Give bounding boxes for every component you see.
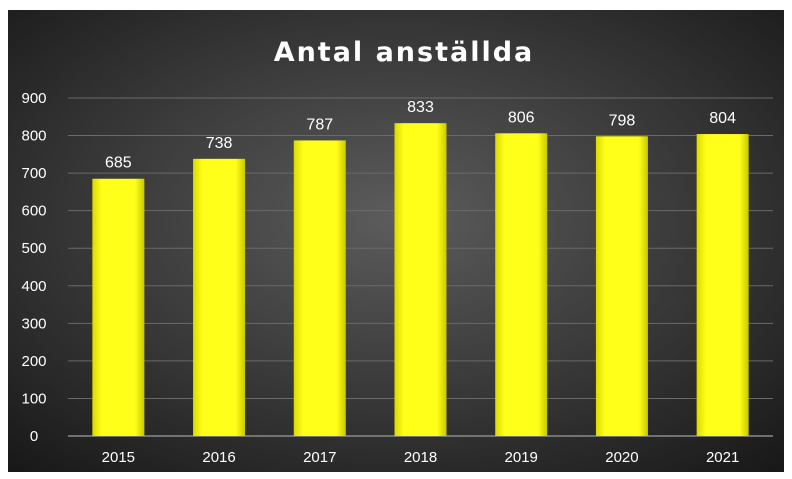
x-tick-label: 2015 bbox=[102, 449, 135, 466]
y-tick-label: 600 bbox=[21, 203, 46, 220]
bar-2018 bbox=[394, 123, 447, 436]
y-tick-label: 700 bbox=[21, 165, 46, 182]
data-label-2021: 804 bbox=[709, 110, 736, 127]
x-axis-ticks: 2015 2016 2017 2018 2019 2020 2021 bbox=[102, 449, 740, 466]
bars bbox=[92, 123, 749, 436]
y-tick-label: 100 bbox=[21, 390, 46, 407]
chart-title: Antal anställda bbox=[274, 37, 535, 68]
data-labels: 685 738 787 833 806 798 804 bbox=[105, 99, 736, 172]
x-tick-label: 2020 bbox=[605, 449, 638, 466]
y-tick-label: 300 bbox=[21, 315, 46, 332]
y-axis-ticks: 0 100 200 300 400 500 600 700 800 900 bbox=[21, 90, 46, 445]
y-tick-label: 0 bbox=[30, 428, 38, 445]
y-tick-label: 900 bbox=[21, 90, 46, 107]
x-tick-label: 2017 bbox=[303, 449, 336, 466]
data-label-2018: 833 bbox=[407, 99, 434, 116]
x-tick-label: 2018 bbox=[404, 449, 437, 466]
bar-2016 bbox=[193, 158, 246, 436]
y-tick-label: 200 bbox=[21, 353, 46, 370]
y-tick-label: 400 bbox=[21, 278, 46, 295]
x-tick-label: 2021 bbox=[706, 449, 739, 466]
bar-2020 bbox=[595, 136, 648, 436]
bar-2015 bbox=[92, 178, 145, 436]
x-tick-label: 2019 bbox=[505, 449, 538, 466]
bar-2021 bbox=[696, 134, 749, 436]
data-label-2019: 806 bbox=[508, 109, 535, 126]
data-label-2016: 738 bbox=[206, 135, 233, 152]
data-label-2017: 787 bbox=[306, 116, 333, 133]
data-label-2020: 798 bbox=[609, 112, 636, 129]
bar-chart: Antal anställda 0 100 200 300 400 500 600 700 80… bbox=[8, 10, 784, 472]
bar-2019 bbox=[495, 133, 548, 436]
y-tick-label: 500 bbox=[21, 240, 46, 257]
bar-2017 bbox=[293, 140, 346, 436]
y-tick-label: 800 bbox=[21, 128, 46, 145]
data-label-2015: 685 bbox=[105, 155, 132, 172]
x-tick-label: 2016 bbox=[202, 449, 235, 466]
